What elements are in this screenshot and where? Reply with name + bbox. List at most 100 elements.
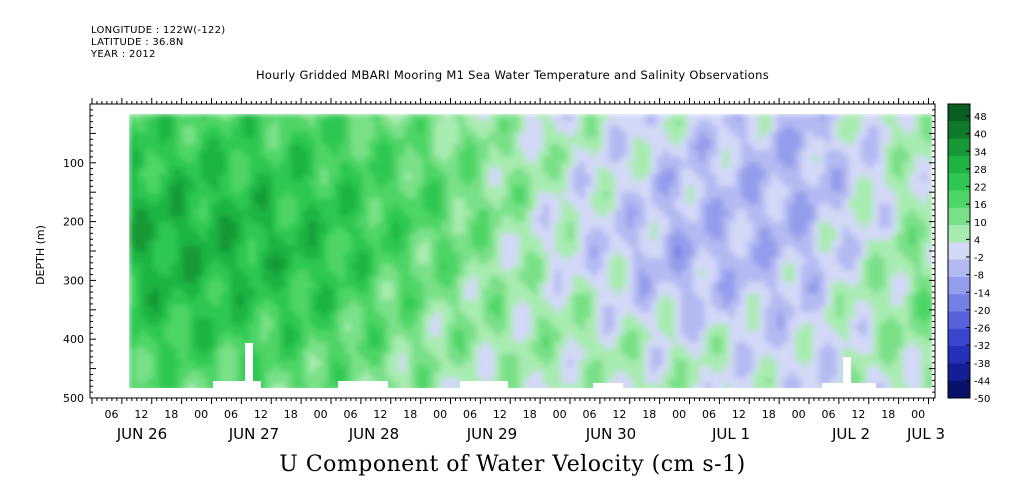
heatmap-cell [297,198,304,205]
heatmap-cell [405,162,412,169]
heatmap-cell [699,156,706,163]
heatmap-cell [867,204,874,211]
heatmap-cell [297,282,304,289]
heatmap-cell [243,192,250,199]
heatmap-cell [777,288,784,295]
heatmap-cell [567,306,574,313]
heatmap-cell [183,204,190,211]
heatmap-cell [885,300,892,307]
heatmap-cell [927,234,932,241]
heatmap-cell [807,228,814,235]
heatmap-cell [669,240,676,247]
heatmap-cell [369,138,376,145]
heatmap-cell [747,282,754,289]
heatmap-cell [483,288,490,295]
heatmap-cell [633,276,640,283]
heatmap-cell [369,228,376,235]
heatmap-cell [495,156,502,163]
heatmap-cell [435,234,442,241]
heatmap-cell [669,318,676,325]
heatmap-cell [585,168,592,175]
heatmap-cell [231,192,238,199]
heatmap-cell [153,168,160,175]
heatmap-cell [237,318,244,325]
heatmap-cell [819,168,826,175]
heatmap-cell [723,222,730,229]
heatmap-cell [297,246,304,253]
heatmap-cell [489,234,496,241]
heatmap-cell [909,132,916,139]
heatmap-cell [891,174,898,181]
heatmap-cell [831,174,838,181]
heatmap-cell [705,264,712,271]
heatmap-cell [411,330,418,337]
heatmap-cell [741,168,748,175]
heatmap-cell [807,150,814,157]
heatmap-cell [375,240,382,247]
heatmap-cell [915,126,922,133]
heatmap-cell [507,210,514,217]
heatmap-cell [165,228,172,235]
heatmap-cell [489,264,496,271]
heatmap-cell [411,264,418,271]
heatmap-cell [381,144,388,151]
heatmap-cell [651,318,658,325]
heatmap-cell [879,294,886,301]
heatmap-cell [243,168,250,175]
heatmap-cell [129,240,136,247]
heatmap-cell [633,192,640,199]
heatmap-cell [267,222,274,229]
heatmap-cell [141,132,148,139]
heatmap-cell [879,246,886,253]
heatmap-cell [435,210,442,217]
heatmap-cell [921,180,928,187]
heatmap-cell [459,216,466,223]
heatmap-cell [765,114,772,121]
heatmap-cell [159,300,166,307]
heatmap-cell [279,264,286,271]
heatmap-cell [297,162,304,169]
heatmap-cell [399,246,406,253]
heatmap-cell [447,210,454,217]
heatmap-cell [333,300,340,307]
heatmap-cell [759,126,766,133]
heatmap-cell [441,276,448,283]
heatmap-cell [615,186,622,193]
heatmap-cell [555,210,562,217]
heatmap-cell [879,258,886,265]
heatmap-cell [627,204,634,211]
heatmap-cell [873,252,880,259]
heatmap-cell [129,192,136,199]
heatmap-cell [813,330,820,337]
heatmap-cell [681,168,688,175]
heatmap-cell [627,312,634,319]
heatmap-cell [855,330,862,337]
heatmap-cell [891,246,898,253]
heatmap-cell [573,300,580,307]
heatmap-cell [579,198,586,205]
heatmap-cell [873,324,880,331]
heatmap-cell [531,324,538,331]
heatmap-cell [879,276,886,283]
heatmap-cell [339,240,346,247]
heatmap-cell [459,306,466,313]
heatmap-cell [165,156,172,163]
heatmap-cell [177,138,184,145]
heatmap-cell [483,228,490,235]
heatmap-cell [333,186,340,193]
heatmap-cell [375,288,382,295]
heatmap-cell [549,204,556,211]
heatmap-cell [915,120,922,127]
heatmap-cell [231,264,238,271]
heatmap-cell [219,198,226,205]
heatmap-cell [633,306,640,313]
heatmap-cell [303,210,310,217]
heatmap-cell [219,282,226,289]
heatmap-cell [699,276,706,283]
heatmap-cell [477,300,484,307]
heatmap-cell [699,252,706,259]
heatmap-cell [171,312,178,319]
heatmap-cell [219,138,226,145]
heatmap-cell [525,306,532,313]
heatmap-cell [489,312,496,319]
